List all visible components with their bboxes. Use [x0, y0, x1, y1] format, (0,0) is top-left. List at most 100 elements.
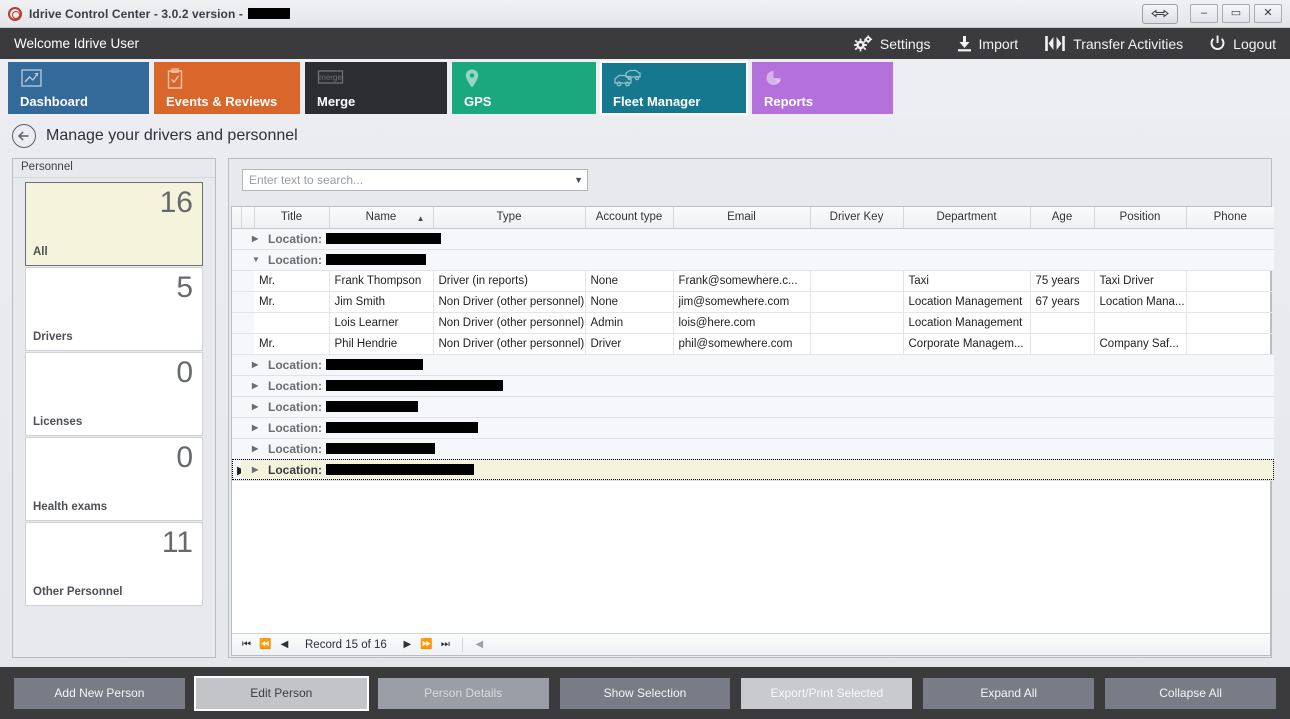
back-button[interactable] [12, 124, 36, 148]
record-navigator: ⏮ ⏪ ◀ Record 15 of 16 ▶ ⏩ ⏭ ◀ [232, 633, 1270, 655]
tab-gps[interactable]: GPS [452, 62, 596, 114]
row-indicator [232, 438, 241, 460]
scroll-left-button[interactable]: ◀ [475, 639, 484, 650]
grid-data-row[interactable]: Lois Learner Non Driver (other personnel)… [232, 312, 1274, 334]
cell-title: Mr. [254, 291, 330, 313]
maximize-button[interactable]: ▭ [1222, 4, 1250, 23]
tab-events-reviews[interactable]: Events & Reviews [154, 62, 300, 114]
sidebar-card-health-exams[interactable]: 0 Health exams [25, 437, 203, 521]
group-value-redaction [326, 422, 478, 433]
close-button[interactable]: ✕ [1254, 4, 1282, 23]
grid-group-row[interactable]: ▶ ▶ Location: [232, 459, 1274, 481]
expand-group-icon[interactable]: ▶ [252, 444, 259, 453]
column-header-account-type[interactable]: Account type [585, 207, 674, 229]
grid-data-row[interactable]: Mr. Jim Smith Non Driver (other personnel)… [232, 291, 1274, 313]
group-header-cell[interactable]: ▼ Location: [241, 249, 1274, 271]
row-indicator [232, 249, 241, 271]
expand-group-icon[interactable]: ▶ [252, 423, 259, 432]
next-page-button[interactable]: ⏩ [420, 639, 433, 650]
expand-group-icon[interactable]: ▶ [252, 360, 259, 369]
column-header-name[interactable]: Name ▲ [329, 207, 434, 229]
column-header-position-label: Position [1119, 211, 1161, 224]
logout-label: Logout [1233, 35, 1276, 52]
expand-group-icon[interactable]: ▶ [252, 381, 259, 390]
group-header-cell[interactable]: ▶ Location: [241, 354, 1274, 376]
column-header-phone[interactable]: Phone [1186, 207, 1274, 229]
expand-group-icon[interactable]: ▶ [252, 234, 259, 243]
cell-driver-key [810, 270, 904, 292]
button-collapse-all[interactable]: Collapse All [1105, 677, 1277, 709]
record-counter: Record 15 of 16 [305, 638, 387, 651]
group-header-cell[interactable]: ▶ Location: [241, 438, 1274, 460]
previous-record-button[interactable]: ◀ [280, 639, 289, 650]
sidebar-card-licenses[interactable]: 0 Licenses [25, 352, 203, 436]
tab-dashboard[interactable]: Dashboard [8, 62, 149, 114]
group-value-redaction [326, 359, 423, 370]
group-header-cell[interactable]: ▶ Location: [241, 396, 1274, 418]
tab-merge[interactable]: merge Merge [305, 62, 447, 114]
sidebar-card-drivers[interactable]: 5 Drivers [25, 267, 203, 351]
button-add-new-person[interactable]: Add New Person [14, 677, 185, 709]
tab-fleet-manager[interactable]: Fleet Manager [600, 61, 748, 115]
button-show-selection[interactable]: Show Selection [559, 677, 731, 709]
group-header-cell[interactable]: ▶ Location: [241, 417, 1274, 439]
column-header-title-label: Title [280, 211, 303, 224]
grid-group-row[interactable]: ▶ Location: [232, 354, 1274, 376]
column-header-title[interactable]: Title [254, 207, 330, 229]
last-record-button[interactable]: ⏭ [440, 639, 450, 650]
grid-data-row[interactable]: Mr. Frank Thompson Driver (in reports) None… [232, 270, 1274, 292]
logout-button[interactable]: Logout [1209, 35, 1276, 52]
row-indicator [232, 417, 241, 439]
column-header-type[interactable]: Type [433, 207, 586, 229]
sidebar-card-other-personnel-label: Other Personnel [33, 586, 123, 598]
expand-group-icon[interactable]: ▶ [252, 465, 259, 474]
button-export-print-selected[interactable]: Export/Print Selected [741, 677, 913, 709]
transfer-activities-button[interactable]: Transfer Activities [1044, 35, 1183, 52]
grid-group-row[interactable]: ▼ Location: [232, 249, 1274, 271]
tab-reports[interactable]: Reports [752, 62, 893, 114]
settings-button[interactable]: Settings [853, 35, 931, 52]
next-record-button[interactable]: ▶ [403, 639, 412, 650]
resize-button[interactable] [1142, 3, 1178, 24]
column-header-email[interactable]: Email [673, 207, 811, 229]
chart-trend-icon [20, 68, 139, 90]
cell-title [254, 312, 330, 334]
first-record-button[interactable]: ⏮ [242, 639, 251, 650]
column-header-department[interactable]: Department [903, 207, 1031, 229]
row-indicator [232, 333, 241, 355]
chevron-down-icon[interactable]: ▼ [574, 175, 583, 185]
button-person-details[interactable]: Person Details [377, 677, 549, 709]
import-button[interactable]: Import [957, 35, 1018, 52]
sidebar-card-other-personnel[interactable]: 11 Other Personnel [25, 522, 203, 606]
button-edit-person[interactable]: Edit Person [195, 677, 367, 709]
window-title-redaction [247, 7, 290, 19]
grid-group-row[interactable]: ▶ Location: [232, 228, 1274, 250]
minimize-button[interactable]: – [1190, 4, 1218, 23]
grid-group-row[interactable]: ▶ Location: [232, 417, 1274, 439]
group-value-redaction [326, 380, 503, 391]
tab-fleet-manager-label: Fleet Manager [613, 94, 701, 109]
column-header-position[interactable]: Position [1094, 207, 1187, 229]
group-header-cell[interactable]: ▶ Location: [241, 375, 1274, 397]
previous-page-button[interactable]: ⏪ [259, 639, 272, 650]
row-indicator [232, 312, 241, 334]
grid-data-row[interactable]: Mr. Phil Hendrie Non Driver (other personn… [232, 333, 1274, 355]
column-header-driver-key[interactable]: Driver Key [810, 207, 904, 229]
column-header-age[interactable]: Age [1030, 207, 1095, 229]
expand-group-icon[interactable]: ▶ [252, 402, 259, 411]
group-label: Location: [268, 420, 322, 435]
button-expand-all[interactable]: Expand All [923, 677, 1095, 709]
grid-group-row[interactable]: ▶ Location: [232, 375, 1274, 397]
sidebar-card-all[interactable]: 16 All [25, 182, 203, 266]
group-indent-cell [241, 291, 254, 313]
group-header-cell[interactable]: ▶ Location: [241, 459, 1274, 481]
column-header-age-label: Age [1051, 211, 1073, 224]
grid-group-row[interactable]: ▶ Location: [232, 396, 1274, 418]
search-input[interactable]: Enter text to search... ▼ [242, 169, 588, 191]
search-row: Enter text to search... ▼ [229, 159, 1271, 197]
cell-email: jim@somewhere.com [673, 291, 811, 313]
group-header-cell[interactable]: ▶ Location: [241, 228, 1274, 250]
collapse-group-icon[interactable]: ▼ [252, 255, 260, 264]
grid-group-row[interactable]: ▶ Location: [232, 438, 1274, 460]
